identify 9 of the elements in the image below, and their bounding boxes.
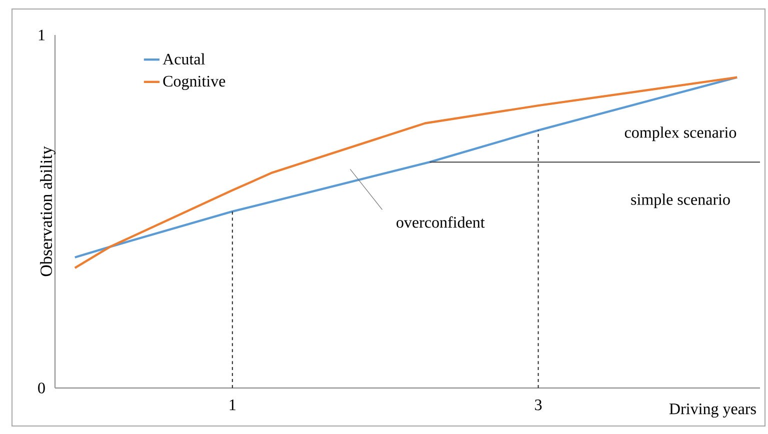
annotation: complex scenario — [624, 126, 736, 142]
annotation: simple scenario — [631, 194, 730, 208]
x-axis-title: Driving years — [669, 404, 756, 418]
y-axis-title: Observation ability — [40, 146, 56, 276]
y-tick-label: 0 — [38, 382, 45, 394]
legend-label: Cognitive — [163, 76, 226, 90]
x-tick-label: 3 — [535, 400, 542, 410]
legend-label: Acutal — [162, 53, 205, 65]
annotation: overconfident — [396, 216, 485, 228]
